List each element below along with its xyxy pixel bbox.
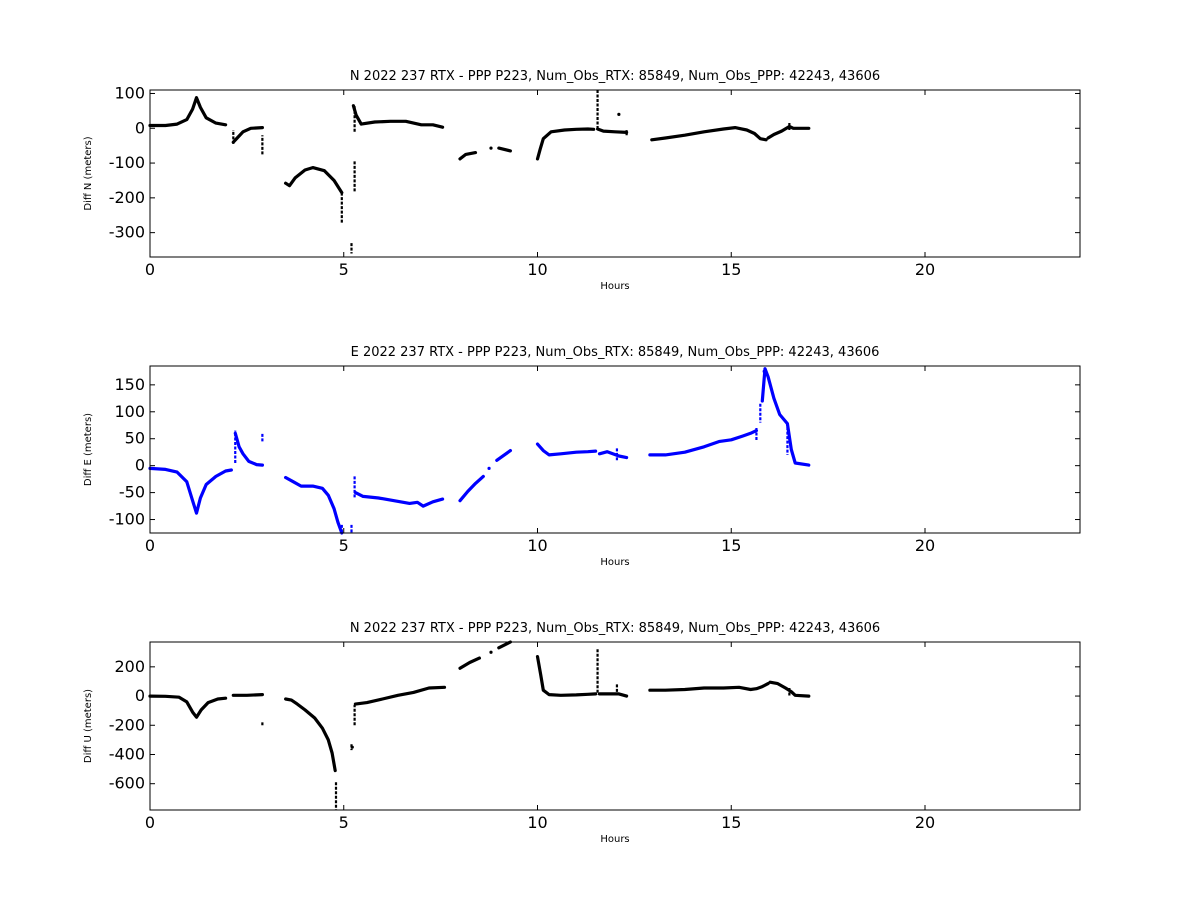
data-segment <box>458 474 485 503</box>
x-tick-label: 20 <box>915 536 935 555</box>
y-tick-label: -50 <box>119 483 145 502</box>
y-tick-label: 0 <box>135 686 145 705</box>
data-segment <box>353 491 445 508</box>
x-tick-label: 15 <box>721 813 741 832</box>
y-tick-label: 0 <box>135 118 145 137</box>
data-segment <box>284 697 337 773</box>
x-tick-label: 5 <box>339 813 349 832</box>
data-segment <box>458 151 478 161</box>
data-segment <box>233 431 264 467</box>
y-tick-label: -100 <box>109 153 145 172</box>
data-layer <box>148 367 811 535</box>
y-tick-label: 150 <box>114 375 145 394</box>
tick-layer: 0 5 10 15 20 150 100 50 0 -50 -100 <box>109 366 1080 555</box>
y-tick-label: -200 <box>109 715 145 734</box>
data-point <box>489 146 493 150</box>
data-point <box>487 466 491 470</box>
plot-frame <box>149 641 1081 811</box>
chart-title: N 2022 237 RTX - PPP P223, Num_Obs_RTX: … <box>350 69 880 84</box>
data-segment <box>353 685 447 706</box>
data-segment <box>148 694 228 719</box>
data-segment <box>495 449 512 462</box>
data-segment <box>597 450 629 460</box>
y-axis-label: Diff E (meters) <box>83 413 94 486</box>
data-point <box>762 369 766 373</box>
x-tick-label: 10 <box>527 813 547 832</box>
y-tick-label: -600 <box>109 774 145 793</box>
x-tick-label: 10 <box>527 260 547 279</box>
y-tick-label: -100 <box>109 510 145 529</box>
data-segment <box>648 681 770 692</box>
x-tick-label: 5 <box>339 536 349 555</box>
x-axis-label: Hours <box>600 557 629 568</box>
plot-frame <box>149 89 1081 258</box>
panel-diff-n: N 2022 237 RTX - PPP P223, Num_Obs_RTX: … <box>83 69 1081 292</box>
data-segment <box>595 127 629 134</box>
plot-frame <box>149 365 1081 534</box>
x-tick-label: 20 <box>915 813 935 832</box>
data-segment <box>497 640 512 650</box>
tick-layer: 0 5 10 15 20 200 0 -200 -400 -600 <box>109 642 1080 832</box>
data-segment <box>650 125 768 142</box>
x-tick-label: 10 <box>527 536 547 555</box>
data-segment <box>351 104 445 129</box>
x-tick-label: 20 <box>915 260 935 279</box>
y-tick-label: -300 <box>109 223 145 242</box>
data-segment <box>148 96 228 128</box>
data-segment <box>231 125 264 144</box>
data-segment <box>760 367 811 467</box>
data-layer <box>148 640 811 810</box>
data-segment <box>535 654 598 697</box>
y-tick-label: 100 <box>114 83 145 102</box>
data-segment <box>535 127 596 161</box>
y-tick-label: 200 <box>114 657 145 676</box>
data-segment <box>648 429 759 457</box>
data-point <box>350 745 354 749</box>
x-tick-label: 5 <box>339 260 349 279</box>
data-segment <box>231 692 264 697</box>
y-axis-label: Diff N (meters) <box>83 136 94 210</box>
tick-layer: 0 5 10 15 20 100 0 -100 -200 -300 <box>109 83 1080 279</box>
x-tick-label: 0 <box>145 813 155 832</box>
data-segment <box>284 475 344 535</box>
x-tick-label: 15 <box>721 536 741 555</box>
x-tick-label: 15 <box>721 260 741 279</box>
data-point <box>489 650 493 654</box>
data-point <box>617 112 621 116</box>
x-tick-label: 0 <box>145 260 155 279</box>
y-tick-label: 0 <box>135 456 145 475</box>
data-segment <box>497 146 512 153</box>
data-segment <box>148 466 233 515</box>
data-segment <box>597 692 629 698</box>
data-segment <box>284 166 344 195</box>
data-segment <box>535 442 598 457</box>
y-tick-label: 100 <box>114 402 145 421</box>
x-tick-label: 0 <box>145 536 155 555</box>
panel-diff-e: E 2022 237 RTX - PPP P223, Num_Obs_RTX: … <box>83 345 1081 568</box>
data-segment <box>458 656 481 670</box>
chart-title: N 2022 237 RTX - PPP P223, Num_Obs_RTX: … <box>350 621 880 636</box>
y-tick-label: 50 <box>125 429 145 448</box>
x-axis-label: Hours <box>600 834 629 845</box>
x-axis-label: Hours <box>600 281 629 292</box>
data-layer <box>148 90 811 254</box>
y-tick-label: -400 <box>109 744 145 763</box>
y-tick-label: -200 <box>109 188 145 207</box>
y-axis-label: Diff U (meters) <box>83 689 94 763</box>
panel-diff-u: N 2022 237 RTX - PPP P223, Num_Obs_RTX: … <box>83 621 1081 845</box>
data-segment <box>766 124 811 140</box>
chart-title: E 2022 237 RTX - PPP P223, Num_Obs_RTX: … <box>351 345 880 360</box>
